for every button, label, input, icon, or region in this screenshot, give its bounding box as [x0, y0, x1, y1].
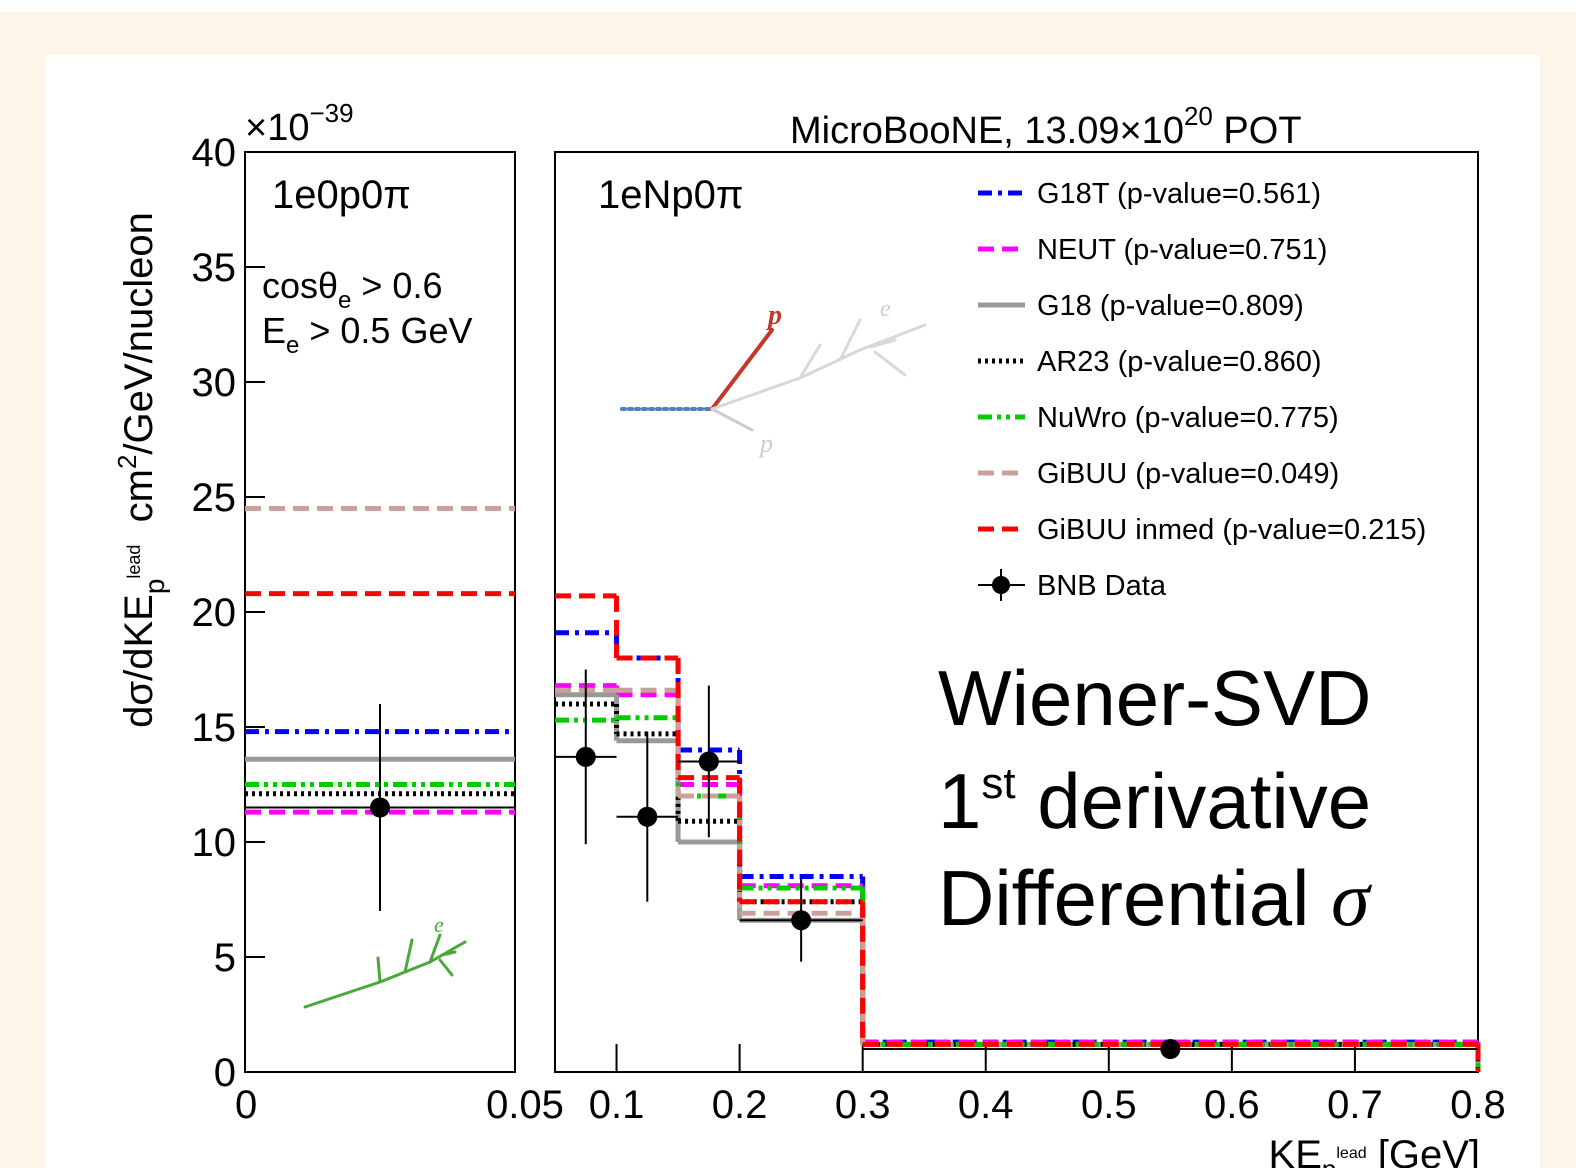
panel-label: 1eNp0π [598, 173, 743, 217]
x-tick-label: 0.2 [712, 1083, 768, 1127]
y-tick-label: 25 [192, 476, 237, 520]
data-point [575, 746, 596, 767]
x-tick-label: 0.3 [835, 1083, 891, 1127]
data-point [370, 797, 390, 818]
y-tick-label: 5 [214, 936, 236, 980]
method-line: Wiener-SVD [938, 654, 1371, 742]
method-line: 1st derivative [938, 757, 1371, 845]
icon-label: e [434, 912, 444, 937]
x-tick-label: 0.6 [1204, 1083, 1260, 1127]
x-tick-label: 0.1 [589, 1083, 645, 1127]
x-axis-label: KEplead [GeV] [1269, 1133, 1480, 1168]
panel-label: 1e0p0π [272, 173, 411, 217]
icon-label: e [880, 296, 891, 322]
y-axis-label: dσ/dKEplead cm2/GeV/nucleon [112, 212, 170, 728]
right-frame [554, 151, 1479, 1073]
legend-label: G18 (p-value=0.809) [1037, 290, 1304, 322]
data-point [791, 910, 812, 931]
y-tick-label: 20 [192, 591, 237, 635]
y-tick-label: 0 [214, 1051, 236, 1095]
y-tick-label: 40 [192, 131, 237, 175]
y-tick-label: 35 [192, 246, 237, 290]
legend-swatch [992, 576, 1010, 594]
x-tick-label: 0.05 [486, 1083, 564, 1127]
y-tick-label: 15 [192, 706, 237, 750]
legend-label: BNB Data [1037, 570, 1167, 602]
x-tick-label: 0 [235, 1083, 257, 1127]
slide-panel [45, 55, 1540, 1168]
legend-label: AR23 (p-value=0.860) [1037, 346, 1322, 378]
x-tick-label: 0.5 [1081, 1083, 1137, 1127]
x-tick-label: 0.8 [1450, 1083, 1506, 1127]
cut-label: Ee > 0.5 GeV [262, 310, 472, 359]
legend-label: G18T (p-value=0.561) [1037, 178, 1321, 210]
topology-icon: p e p [620, 296, 927, 458]
shower [710, 318, 927, 411]
shower [303, 933, 467, 1009]
plot-area: 0 5 10 15 20 25 30 35 40 0 0.05 0.1 0.2 0.3 0.4 0.5 0.6 0… [192, 131, 1506, 1127]
data-point [1160, 1039, 1181, 1059]
icon-label: p [766, 300, 782, 331]
x-tick-label: 0.4 [958, 1083, 1014, 1127]
multiplier: ×10−39 [245, 98, 354, 149]
proton-track [710, 407, 754, 432]
legend-label: NEUT (p-value=0.751) [1037, 234, 1327, 266]
legend-label: GiBUU inmed (p-value=0.215) [1037, 514, 1426, 546]
proton-track [710, 328, 774, 411]
top-strip [0, 0, 1576, 12]
y-tick-label: 30 [192, 361, 237, 405]
legend-label: GiBUU (p-value=0.049) [1037, 458, 1339, 490]
legend-label: NuWro (p-value=0.775) [1037, 402, 1339, 434]
icon-label: p [758, 429, 773, 458]
data-point [698, 751, 719, 772]
method-line: Differential σ [938, 854, 1372, 942]
x-tick-label: 0.7 [1327, 1083, 1383, 1127]
topology-icon: e [303, 912, 467, 1009]
data-point [637, 806, 658, 827]
method-text: Wiener-SVD 1st derivative Differential σ [938, 654, 1372, 942]
cut-label: cosθe > 0.6 [262, 265, 442, 314]
y-tick-label: 10 [192, 821, 237, 865]
chart-title: MicroBooNE, 13.09×1020 POT [790, 101, 1302, 152]
